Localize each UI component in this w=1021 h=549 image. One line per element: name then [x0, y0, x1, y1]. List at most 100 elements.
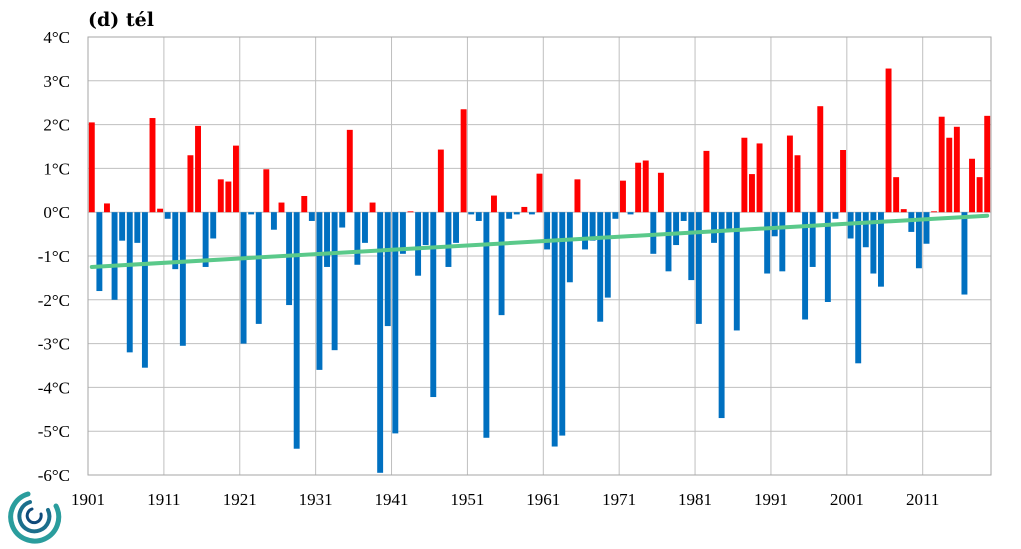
bar-1970 — [612, 212, 619, 219]
bar-1945 — [422, 212, 429, 246]
bar-1943 — [407, 211, 414, 213]
bar-1956 — [506, 212, 513, 219]
bar-2014 — [946, 137, 953, 213]
bar-1971 — [620, 180, 626, 213]
x-tick-label: 2001 — [830, 490, 864, 509]
bar-1992 — [779, 212, 786, 272]
bar-2013 — [938, 116, 945, 213]
x-tick-label: 1931 — [299, 490, 333, 509]
bar-2018 — [976, 177, 983, 213]
bar-1972 — [627, 212, 634, 215]
bar-2006 — [885, 68, 892, 213]
bar-1963 — [559, 212, 566, 436]
bar-1915 — [195, 125, 201, 213]
bar-2004 — [870, 212, 877, 274]
bar-1904 — [111, 212, 118, 300]
bar-1918 — [217, 179, 224, 213]
bar-1935 — [346, 129, 353, 213]
bar-1939 — [377, 212, 384, 473]
bar-1997 — [817, 106, 824, 213]
bar-2005 — [878, 212, 884, 287]
bar-1986 — [733, 212, 740, 331]
bar-1979 — [680, 212, 687, 221]
x-tick-label: 1951 — [450, 490, 484, 509]
bar-2003 — [862, 212, 869, 248]
bar-1901 — [88, 122, 95, 213]
bars — [88, 68, 991, 473]
bar-1955 — [498, 212, 505, 316]
x-tick-label: 1961 — [526, 490, 560, 509]
bar-1902 — [96, 212, 103, 292]
bar-2011 — [923, 212, 930, 244]
bar-1988 — [749, 174, 755, 213]
bar-1911 — [164, 212, 171, 219]
bar-1960 — [536, 173, 543, 213]
bar-1985 — [726, 212, 733, 230]
bar-1937 — [362, 212, 368, 243]
bar-1917 — [210, 212, 217, 239]
bar-1991 — [771, 212, 778, 237]
x-tick-label: 1921 — [223, 490, 257, 509]
bar-1948 — [445, 212, 452, 267]
bar-2019 — [984, 115, 991, 213]
bar-1930 — [308, 212, 315, 221]
bar-1923 — [255, 212, 262, 324]
bar-1965 — [574, 179, 581, 213]
bar-1959 — [528, 212, 535, 215]
bar-1903 — [104, 203, 110, 213]
y-tick-label: -3°C — [38, 335, 70, 354]
bar-1974 — [642, 160, 649, 213]
bar-1931 — [316, 212, 323, 370]
bar-2007 — [893, 177, 900, 213]
y-tick-label: 4°C — [43, 28, 70, 47]
bar-1912 — [172, 212, 179, 270]
plot-frame — [87, 36, 992, 476]
bar-1990 — [764, 212, 771, 274]
bar-1966 — [582, 212, 588, 250]
x-tick-label: 1941 — [375, 490, 409, 509]
bar-1938 — [369, 202, 376, 213]
trend — [89, 213, 990, 269]
bar-2002 — [855, 212, 862, 364]
y-tick-label: 2°C — [43, 116, 70, 135]
bar-1973 — [635, 162, 642, 213]
bar-1977 — [665, 212, 672, 272]
bar-2017 — [969, 158, 975, 213]
bar-1929 — [301, 195, 308, 213]
bar-1942 — [399, 212, 406, 254]
bar-1941 — [392, 212, 399, 434]
bar-1954 — [491, 195, 497, 213]
bar-1928 — [293, 212, 300, 449]
bar-1953 — [483, 212, 490, 438]
bar-1916 — [202, 212, 209, 267]
bar-1998 — [824, 212, 831, 302]
x-tick-label: 1971 — [602, 490, 636, 509]
y-tick-label: -2°C — [38, 291, 70, 310]
y-tick-label: -5°C — [38, 422, 70, 441]
bar-1913 — [179, 212, 186, 346]
bar-1921 — [240, 212, 247, 344]
bar-1976 — [657, 172, 664, 213]
bar-1996 — [809, 212, 816, 267]
trend-line — [89, 213, 990, 269]
bar-1932 — [324, 212, 330, 267]
bar-1957 — [513, 212, 520, 215]
bar-1919 — [225, 181, 232, 213]
bar-1978 — [673, 212, 680, 246]
logo-swirl-middle — [17, 500, 52, 534]
bar-1969 — [604, 212, 611, 298]
grid — [87, 36, 992, 476]
bar-2010 — [915, 212, 922, 269]
bar-2008 — [900, 209, 907, 213]
bar-1947 — [437, 149, 444, 213]
bar-1944 — [415, 212, 422, 276]
bar-1926 — [278, 202, 285, 213]
bar-1982 — [703, 150, 710, 213]
bar-1914 — [187, 155, 194, 213]
bar-1924 — [263, 169, 270, 213]
bar-1936 — [354, 212, 361, 265]
bar-1908 — [141, 212, 148, 368]
y-tick-label: -4°C — [38, 378, 70, 397]
bar-1989 — [756, 143, 763, 213]
bar-1968 — [597, 212, 604, 322]
